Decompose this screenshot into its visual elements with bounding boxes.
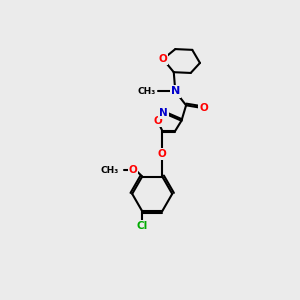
- Text: O: O: [153, 116, 162, 126]
- Text: CH₃: CH₃: [101, 166, 119, 175]
- Text: O: O: [129, 165, 137, 176]
- Text: Cl: Cl: [136, 221, 148, 231]
- Text: CH₃: CH₃: [138, 87, 156, 96]
- Text: O: O: [158, 149, 167, 159]
- Text: O: O: [159, 54, 167, 64]
- Text: N: N: [171, 86, 180, 96]
- Text: O: O: [200, 103, 208, 112]
- Text: N: N: [159, 108, 168, 118]
